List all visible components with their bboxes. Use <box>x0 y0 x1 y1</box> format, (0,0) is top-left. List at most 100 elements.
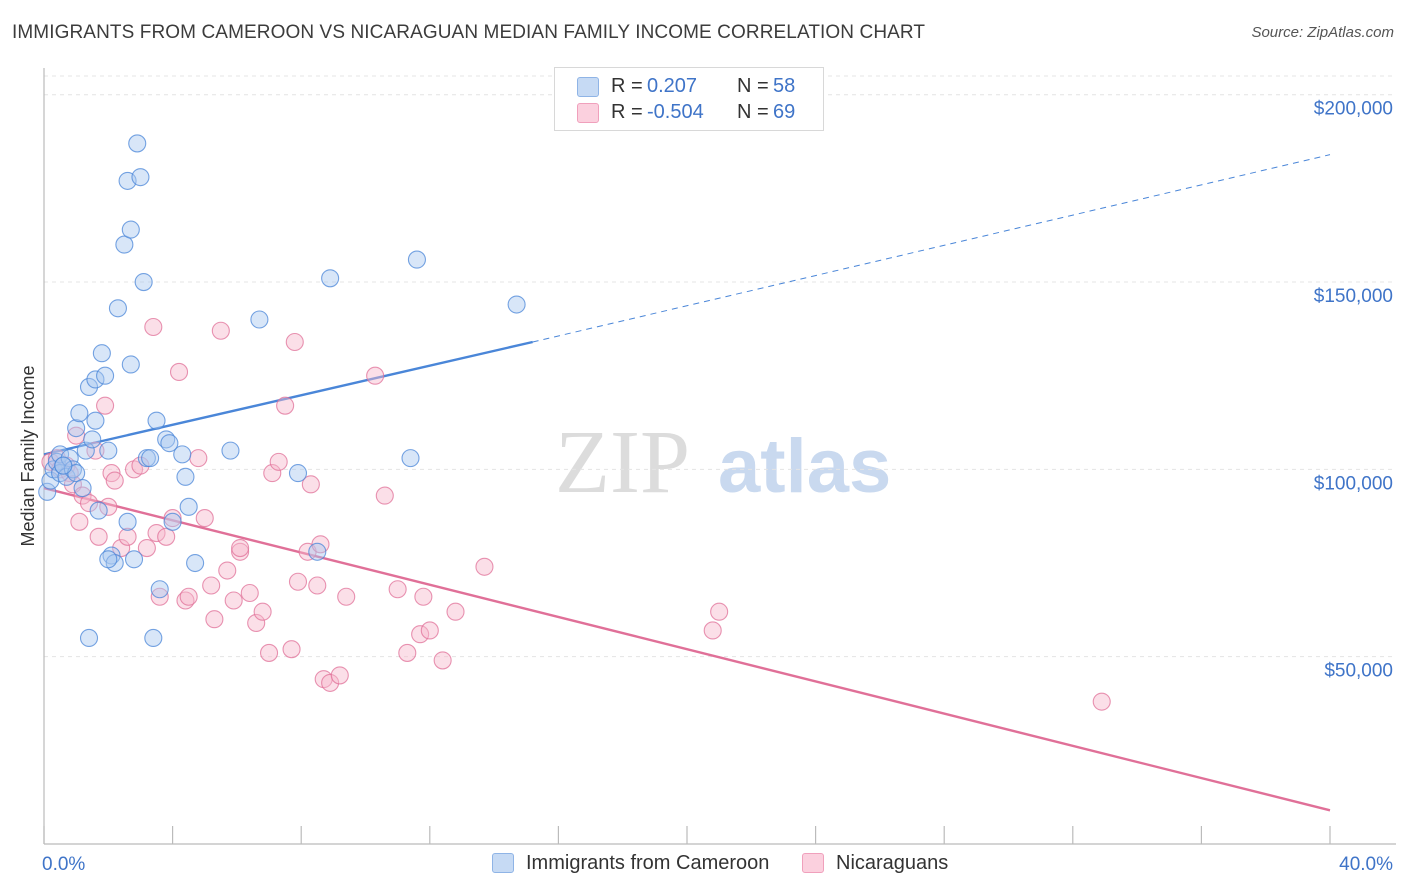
point-nicaraguans <box>144 317 163 337</box>
point-cameroon <box>160 434 179 453</box>
point-cameroon <box>79 628 99 648</box>
point-nicaraguans <box>710 602 729 621</box>
point-nicaraguans <box>446 602 465 621</box>
axes <box>43 68 1396 845</box>
point-cameroon <box>96 366 115 385</box>
data-points <box>38 134 1111 711</box>
point-cameroon <box>108 299 127 318</box>
point-nicaraguans <box>301 475 320 494</box>
point-nicaraguans <box>231 542 250 561</box>
point-nicaraguans <box>259 643 279 662</box>
point-nicaraguans <box>398 643 417 662</box>
series-label-nicaraguans: Nicaraguans <box>836 852 949 874</box>
point-cameroon <box>67 419 86 438</box>
point-nicaraguans <box>288 572 308 591</box>
legend-swatch-cameroon <box>577 77 599 97</box>
point-nicaraguans <box>147 524 166 543</box>
point-nicaraguans <box>420 621 439 640</box>
point-nicaraguans <box>131 456 150 475</box>
gridlines <box>44 75 1396 658</box>
y-axis-label: Median Family Income <box>18 365 38 546</box>
series-swatch-cameroon <box>492 853 514 873</box>
point-cameroon <box>407 250 426 269</box>
legend-swatch-nicaraguans <box>577 103 599 123</box>
point-cameroon <box>401 449 420 468</box>
point-nicaraguans <box>89 527 108 546</box>
y-tick-label: $100,000 <box>1314 473 1393 494</box>
point-nicaraguans <box>703 621 722 640</box>
point-cameroon <box>141 449 160 468</box>
point-nicaraguans <box>1092 692 1111 711</box>
chart-title: IMMIGRANTS FROM CAMEROON VS NICARAGUAN M… <box>12 22 926 43</box>
y-tick-label: $200,000 <box>1314 99 1393 120</box>
point-cameroon <box>288 464 308 483</box>
point-nicaraguans <box>137 538 156 558</box>
point-nicaraguans <box>195 509 214 528</box>
watermark: ZIP atlas <box>555 413 891 512</box>
point-cameroon <box>308 542 327 561</box>
point-cameroon <box>73 479 92 498</box>
legend-r-label: R = <box>611 75 643 97</box>
legend-n-label: N = <box>737 75 769 97</box>
point-cameroon <box>76 441 95 460</box>
point-nicaraguans <box>337 587 356 606</box>
point-nicaraguans <box>231 538 250 558</box>
point-cameroon <box>83 430 102 449</box>
y-tick-label: $50,000 <box>1324 661 1393 682</box>
point-cameroon <box>99 441 118 460</box>
point-nicaraguans <box>163 509 182 528</box>
point-cameroon <box>115 235 134 254</box>
point-cameroon <box>173 445 192 464</box>
point-nicaraguans <box>169 362 189 382</box>
x-tick-label-max: 40.0% <box>1339 854 1393 875</box>
legend-n-value: 69 <box>773 101 796 123</box>
point-nicaraguans <box>269 452 288 471</box>
point-cameroon <box>60 449 79 468</box>
point-cameroon <box>124 550 144 569</box>
point-cameroon <box>134 272 153 292</box>
correlation-legend: R = 0.207 N = 58 R = -0.504 N = 69 <box>554 67 824 131</box>
point-cameroon <box>144 628 163 648</box>
source-credit: Source: ZipAtlas.com <box>1251 24 1394 41</box>
point-cameroon <box>163 512 182 531</box>
series-swatch-nicaraguans <box>802 853 824 873</box>
point-nicaraguans <box>475 557 494 576</box>
y-tick-labels: $50,000 $100,000 $150,000 $200,000 <box>1314 99 1393 682</box>
point-cameroon <box>176 467 195 486</box>
point-nicaraguans <box>99 497 118 516</box>
point-cameroon <box>70 404 89 423</box>
point-cameroon <box>186 553 205 573</box>
point-nicaraguans <box>330 666 349 685</box>
point-nicaraguans <box>285 332 304 352</box>
point-nicaraguans <box>96 396 115 415</box>
point-nicaraguans <box>276 396 295 415</box>
x-tick-label-min: 0.0% <box>42 854 85 875</box>
watermark-atlas: atlas <box>718 424 891 509</box>
point-nicaraguans <box>263 464 282 483</box>
point-cameroon <box>51 445 70 464</box>
point-nicaraguans <box>308 576 327 595</box>
point-cameroon <box>79 377 99 396</box>
point-cameroon <box>54 456 73 475</box>
point-cameroon <box>57 467 76 486</box>
point-cameroon <box>128 134 147 153</box>
point-nicaraguans <box>202 576 221 595</box>
point-nicaraguans <box>224 591 243 610</box>
point-nicaraguans <box>247 613 266 633</box>
trend-line-nicaraguans <box>43 486 1331 812</box>
legend-r-label: R = <box>611 101 643 123</box>
legend-r-value: -0.504 <box>647 101 704 123</box>
point-nicaraguans <box>70 512 89 531</box>
point-cameroon <box>121 220 140 239</box>
point-nicaraguans <box>375 486 394 505</box>
legend-r-value: 0.207 <box>647 75 698 97</box>
point-cameroon <box>221 441 240 460</box>
series-label-cameroon: Immigrants from Cameroon <box>526 852 770 874</box>
point-nicaraguans <box>211 321 230 340</box>
point-cameroon <box>179 497 198 516</box>
legend-n-value: 58 <box>773 75 796 97</box>
point-cameroon <box>99 550 118 569</box>
point-nicaraguans <box>118 527 137 546</box>
point-nicaraguans <box>189 449 208 468</box>
